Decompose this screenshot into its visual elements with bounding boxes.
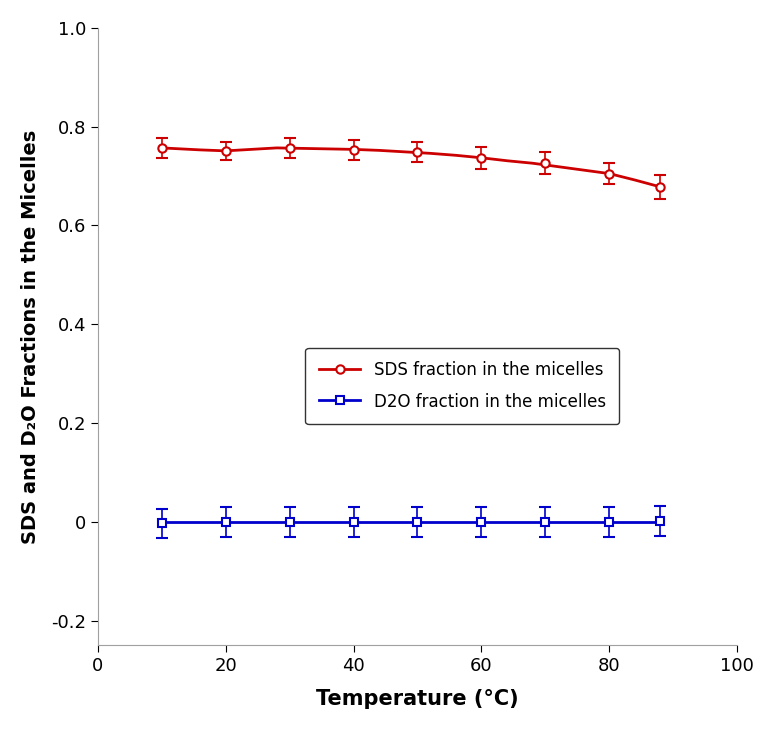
X-axis label: Temperature (°C): Temperature (°C) (316, 689, 518, 709)
Legend: SDS fraction in the micelles, D2O fraction in the micelles: SDS fraction in the micelles, D2O fracti… (305, 348, 619, 424)
Y-axis label: SDS and D₂O Fractions in the Micelles: SDS and D₂O Fractions in the Micelles (21, 129, 40, 544)
